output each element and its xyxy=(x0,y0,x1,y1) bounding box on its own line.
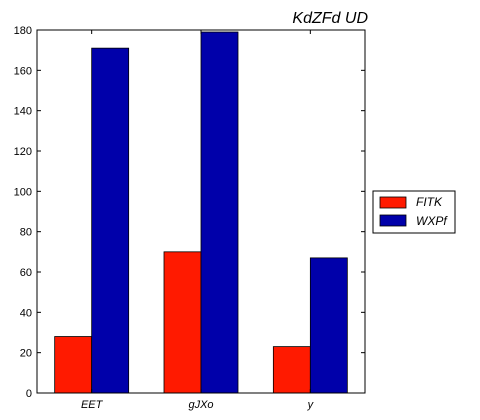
y-tick-label: 140 xyxy=(14,106,32,118)
bar-wxpf-gjxo xyxy=(200,31,239,394)
y-tick-label: 80 xyxy=(20,227,32,239)
y-tick-label: 160 xyxy=(14,65,32,77)
bar-wxpf-y xyxy=(309,257,348,394)
bar-fitk-y xyxy=(272,346,311,394)
y-tick-label: 20 xyxy=(20,348,32,360)
bars-group xyxy=(54,31,348,394)
legend-swatch-wxpf xyxy=(379,214,407,227)
y-tick-label: 120 xyxy=(14,146,32,158)
legend-label-fitk: FITK xyxy=(416,195,443,209)
legend-label-wxpf: WXPf xyxy=(416,214,448,228)
y-tick-label: 100 xyxy=(14,186,32,198)
y-axis: 0 20 40 60 80 100 120 140 160 180 xyxy=(14,25,365,400)
legend-swatch-fitk xyxy=(379,196,407,209)
bar-fitk-eet xyxy=(54,336,93,394)
y-tick-label: 180 xyxy=(14,25,32,37)
y-tick-label: 40 xyxy=(20,307,32,319)
x-tick-label: gJXo xyxy=(188,399,213,411)
y-tick-label: 60 xyxy=(20,267,32,279)
x-tick-label: y xyxy=(307,399,315,411)
y-tick-label: 0 xyxy=(26,388,32,400)
chart-title: KdZFd UD xyxy=(292,10,368,27)
bar-wxpf-eet xyxy=(91,47,130,394)
legend: FITK WXPf xyxy=(372,190,456,234)
bar-fitk-gjxo xyxy=(163,251,202,394)
x-tick-label: EET xyxy=(81,399,104,411)
x-axis: EET gJXo y xyxy=(81,30,315,411)
